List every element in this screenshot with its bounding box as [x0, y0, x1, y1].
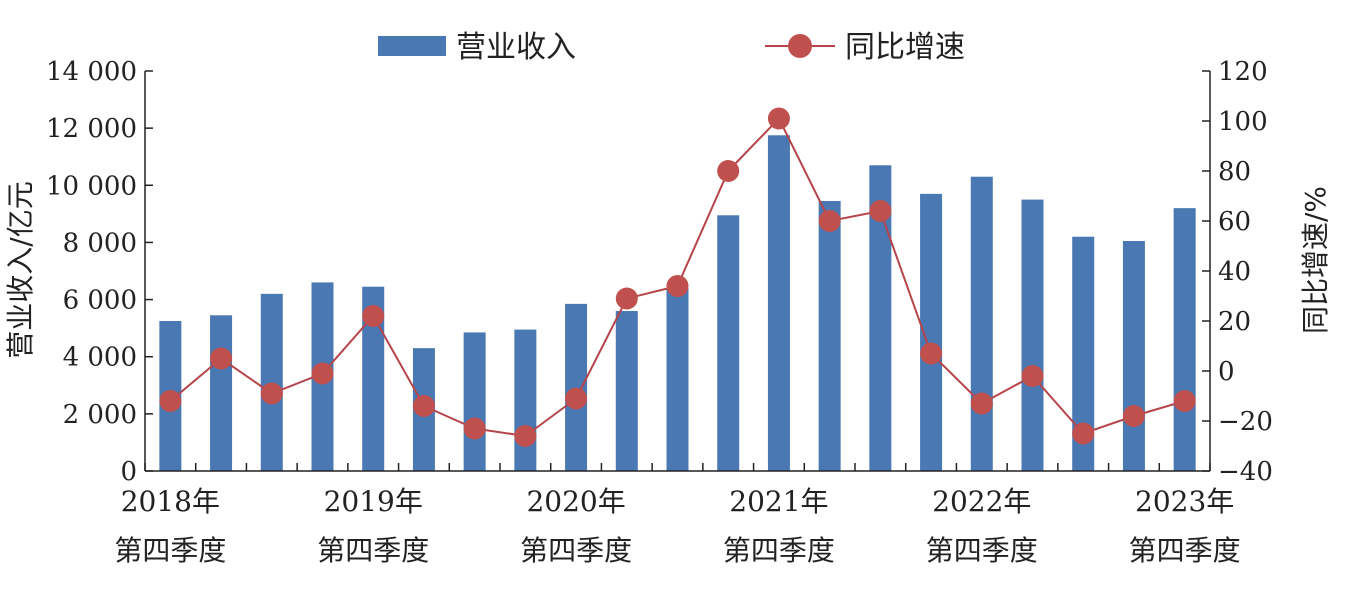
growth-marker: [311, 362, 334, 385]
right-tick-label: 0: [1218, 357, 1235, 387]
bar: [920, 193, 943, 471]
right-tick-label: 120: [1218, 57, 1268, 87]
x-label-year: 2018年: [121, 485, 220, 518]
bar: [514, 329, 537, 471]
bar-series: [159, 135, 1196, 472]
bar: [767, 135, 790, 472]
legend-bar-swatch: [378, 36, 446, 56]
x-label-quarter: 第四季度: [114, 534, 226, 567]
x-label-quarter: 第四季度: [926, 534, 1038, 567]
x-label-year: 2020年: [526, 485, 625, 518]
legend-line-marker: [788, 34, 812, 58]
growth-marker: [1173, 390, 1196, 412]
growth-marker: [1122, 405, 1145, 427]
growth-marker: [260, 382, 283, 405]
legend: 营业收入 同比增速: [378, 30, 965, 65]
growth-marker: [920, 342, 943, 365]
bar: [970, 176, 993, 471]
x-label-quarter: 第四季度: [723, 534, 835, 567]
growth-marker: [1072, 422, 1095, 445]
x-label-year: 2023年: [1135, 485, 1234, 518]
right-tick-label: −20: [1218, 407, 1273, 437]
left-tick-label: 6 000: [63, 286, 137, 316]
growth-marker: [970, 392, 993, 415]
bar: [869, 165, 892, 472]
bar: [717, 215, 740, 471]
bar: [260, 293, 283, 471]
growth-marker: [717, 160, 740, 182]
x-label-year: 2022年: [932, 485, 1031, 518]
line-series: [159, 107, 1196, 447]
bar: [210, 315, 233, 471]
right-tick-label: 80: [1218, 157, 1251, 187]
growth-marker: [666, 275, 689, 297]
growth-marker: [412, 395, 435, 417]
left-tick-label: 0: [120, 457, 137, 487]
left-tick-label: 2 000: [63, 400, 137, 430]
growth-marker: [362, 305, 385, 327]
bar: [1122, 241, 1145, 471]
x-label-quarter: 第四季度: [317, 534, 429, 567]
left-tick-label: 4 000: [63, 343, 137, 373]
left-tick-label: 10 000: [46, 171, 137, 201]
growth-marker: [1021, 365, 1044, 387]
left-tick-label: 14 000: [46, 57, 137, 87]
bar: [362, 286, 385, 471]
legend-bar-label: 营业收入: [456, 30, 576, 65]
right-tick-label: 100: [1218, 107, 1268, 137]
bar: [565, 303, 588, 471]
legend-line-label: 同比增速: [845, 30, 965, 65]
right-tick-label: 20: [1218, 307, 1251, 337]
growth-marker: [463, 417, 486, 440]
bar: [463, 332, 486, 471]
bar: [1072, 236, 1095, 471]
left-tick-label: 12 000: [46, 114, 137, 144]
bar: [818, 201, 841, 471]
bar: [615, 311, 638, 471]
right-tick-label: −40: [1218, 457, 1273, 487]
x-label-quarter: 第四季度: [520, 534, 632, 567]
x-label-quarter: 第四季度: [1129, 534, 1241, 567]
bar: [1173, 208, 1196, 471]
bar: [666, 288, 689, 471]
right-axis-title: 同比增速/%: [1299, 186, 1332, 334]
x-label-year: 2019年: [324, 485, 423, 518]
right-axis-tick-labels: −40 −20 0 20 40 60 80 100 120: [1218, 57, 1273, 487]
x-label-year: 2021年: [729, 485, 828, 518]
right-tick-label: 40: [1218, 257, 1251, 287]
left-tick-label: 8 000: [63, 228, 137, 258]
growth-marker: [615, 287, 638, 310]
growth-marker: [818, 210, 841, 232]
growth-marker: [869, 200, 892, 222]
left-axis-title: 营业收入/亿元: [4, 181, 37, 358]
growth-marker: [210, 347, 233, 370]
right-tick-label: 60: [1218, 207, 1251, 237]
growth-marker: [565, 387, 588, 410]
bar: [1021, 199, 1044, 472]
growth-marker: [159, 390, 182, 412]
left-axis-tick-labels: 0 2 000 4 000 6 000 8 000 10 000 12 000 14 000: [46, 57, 137, 487]
growth-marker: [767, 107, 790, 130]
axes: [144, 70, 1211, 472]
growth-marker: [514, 425, 537, 447]
